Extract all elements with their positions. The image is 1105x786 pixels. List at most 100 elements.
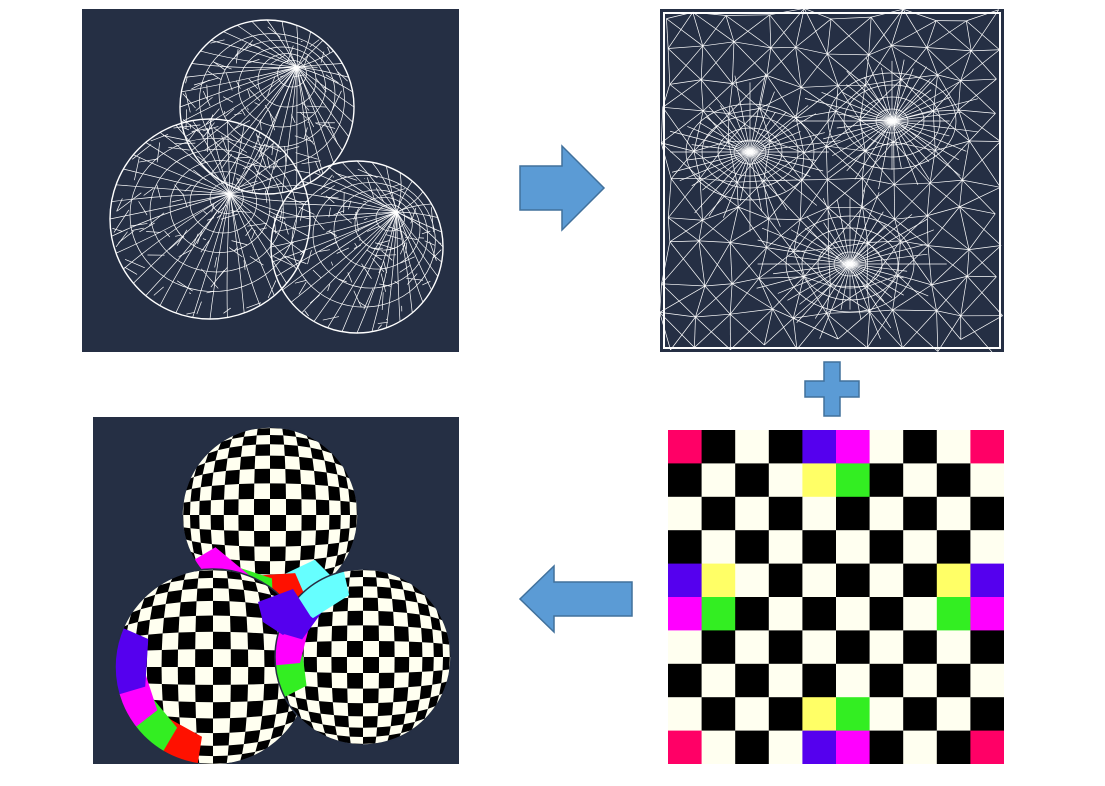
left-arrow-icon (518, 564, 634, 634)
texture-cell (869, 597, 904, 631)
texture-cell (836, 430, 871, 464)
texture-cell (802, 630, 837, 665)
texture-cell (701, 630, 736, 665)
wireframe-spheres-panel (82, 9, 459, 352)
texture-cell (668, 663, 703, 698)
texture-cell (970, 563, 1004, 598)
texture-cell (936, 630, 971, 665)
texture-cell (836, 563, 871, 598)
texture-cell (802, 663, 837, 698)
texture-cell (836, 530, 871, 565)
texture-cell (936, 496, 971, 531)
textured-spheres-image (93, 417, 459, 764)
texture-cell (869, 563, 904, 598)
checkerboard-texture-panel (668, 430, 1004, 764)
texture-cell (701, 697, 736, 732)
texture-cell (836, 463, 871, 498)
texture-cell (903, 663, 938, 698)
texture-cell (936, 563, 971, 598)
texture-cell (903, 530, 938, 565)
texture-cell (936, 430, 971, 464)
texture-cell (802, 430, 837, 464)
texture-cell (869, 663, 904, 698)
texture-cell (768, 463, 803, 498)
texture-cell (869, 730, 904, 764)
texture-cell (701, 463, 736, 498)
texture-cell (668, 630, 703, 665)
texture-cell (701, 730, 736, 764)
texture-cell (903, 430, 938, 464)
texture-cell (903, 630, 938, 665)
texture-cell (735, 597, 770, 631)
texture-cell (836, 496, 871, 531)
texture-cell (970, 530, 1004, 565)
texture-cell (903, 730, 938, 764)
texture-cell (970, 597, 1004, 631)
texture-cell (668, 563, 703, 598)
texture-cell (768, 663, 803, 698)
texture-cell (701, 663, 736, 698)
texture-cell (903, 563, 938, 598)
texture-cell (903, 463, 938, 498)
texture-cell (701, 496, 736, 531)
texture-cell (735, 430, 770, 464)
texture-cell (768, 730, 803, 764)
texture-cell (768, 630, 803, 665)
texture-cell (936, 697, 971, 732)
texture-cell (768, 597, 803, 631)
wireframe-sphere (179, 19, 355, 195)
texture-cell (735, 463, 770, 498)
texture-cell (802, 597, 837, 631)
right-arrow-icon (518, 144, 606, 232)
texture-cell (668, 430, 703, 464)
uv-mesh-image (660, 9, 1004, 352)
wireframe-spheres-image (82, 9, 459, 352)
texture-cell (869, 496, 904, 531)
texture-cell (668, 730, 703, 764)
texture-cell (802, 730, 837, 764)
texture-cell (701, 430, 736, 464)
texture-cell (869, 463, 904, 498)
texture-cell (970, 730, 1004, 764)
texture-cell (869, 630, 904, 665)
texture-cell (768, 430, 803, 464)
texture-cell (936, 530, 971, 565)
plus-icon (803, 360, 861, 418)
uv-parameterization-panel (660, 9, 1004, 352)
texture-cell (903, 496, 938, 531)
texture-cell (802, 697, 837, 732)
texture-cell (903, 597, 938, 631)
texture-cell (768, 496, 803, 531)
textured-spheres-panel (93, 417, 459, 764)
texture-cell (768, 563, 803, 598)
texture-cell (735, 730, 770, 764)
texture-cell (735, 663, 770, 698)
texture-cell (735, 630, 770, 665)
texture-cell (701, 597, 736, 631)
texture-cell (970, 663, 1004, 698)
texture-cell (970, 630, 1004, 665)
texture-cell (836, 697, 871, 732)
texture-cell (869, 697, 904, 732)
texture-cell (668, 530, 703, 565)
texture-cell (836, 597, 871, 631)
uv-triangle-mesh (660, 9, 1003, 352)
texture-cell (768, 530, 803, 565)
texture-cell (668, 496, 703, 531)
texture-cell (836, 663, 871, 698)
texture-cell (970, 496, 1004, 531)
texture-cell (869, 530, 904, 565)
texture-cell (903, 697, 938, 732)
texture-cell (802, 463, 837, 498)
texture-cell (869, 430, 904, 464)
texture-cell (970, 463, 1004, 498)
checkerboard-texture-image (668, 430, 1004, 764)
texture-cell (735, 697, 770, 732)
texture-cell (802, 530, 837, 565)
texture-cell (802, 496, 837, 531)
texture-cell (768, 697, 803, 732)
texture-cell (668, 697, 703, 732)
texture-cell (668, 597, 703, 631)
texture-cell (735, 563, 770, 598)
texture-cell (836, 630, 871, 665)
